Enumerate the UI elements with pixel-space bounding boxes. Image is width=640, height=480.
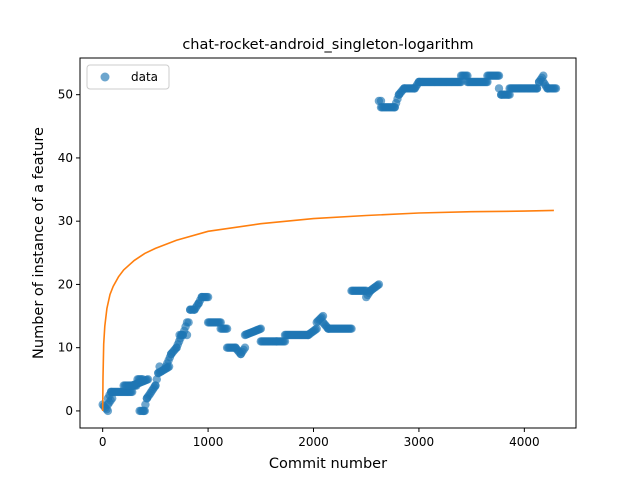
y-tick-label: 30 (58, 214, 73, 228)
data-point (494, 71, 504, 80)
x-tick-label: 3000 (404, 435, 435, 449)
y-tick-label: 20 (58, 277, 73, 291)
chart-title: chat-rocket-android_singleton-logarithm (182, 37, 473, 53)
data-point (494, 84, 504, 93)
data-point (551, 84, 561, 93)
data-point (376, 96, 386, 106)
data-point (222, 324, 232, 333)
data-point (141, 400, 150, 409)
data-point (280, 337, 290, 346)
legend-marker-data (100, 72, 110, 82)
y-tick-label: 40 (58, 151, 73, 165)
data-point (184, 318, 193, 327)
data-point (128, 387, 137, 397)
data-point (532, 84, 542, 93)
y-tick-label: 50 (58, 88, 73, 102)
data-point (103, 406, 113, 416)
x-axis-label: Commit number (269, 456, 387, 472)
data-point (312, 324, 321, 333)
x-tick-label: 2000 (298, 435, 329, 449)
y-tick-label: 0 (65, 404, 73, 418)
data-point (483, 77, 492, 87)
x-tick-label: 1000 (193, 435, 224, 449)
data-point (182, 330, 192, 340)
data-point (152, 375, 161, 384)
legend-frame (86, 64, 170, 90)
data-point (216, 318, 225, 327)
data-point (151, 381, 160, 390)
x-axis: 0 1000 2000 3000 4000 (99, 428, 540, 449)
data-point (463, 71, 472, 80)
x-tick-label: 4000 (509, 435, 540, 449)
data-point (505, 90, 514, 99)
data-point (240, 343, 250, 352)
legend: data (86, 64, 170, 90)
data-point (347, 324, 356, 333)
data-point (203, 292, 213, 302)
y-axis-label: Number of instance of a feature (31, 127, 47, 359)
data-point (539, 71, 548, 80)
data-points (98, 71, 561, 416)
y-axis: 0 10 20 30 40 50 (58, 88, 80, 418)
legend-label-data: data (131, 70, 158, 84)
data-point (138, 375, 147, 384)
data-point (318, 311, 328, 321)
fit-line (101, 209, 554, 411)
data-point (256, 324, 265, 333)
y-tick-label: 10 (58, 341, 73, 355)
plot-area: 0 1000 2000 3000 4000 0 10 20 30 40 50 (58, 57, 577, 449)
data-point (139, 406, 148, 416)
data-point (456, 77, 466, 87)
x-tick-label: 0 (99, 435, 107, 449)
data-point (374, 280, 384, 289)
